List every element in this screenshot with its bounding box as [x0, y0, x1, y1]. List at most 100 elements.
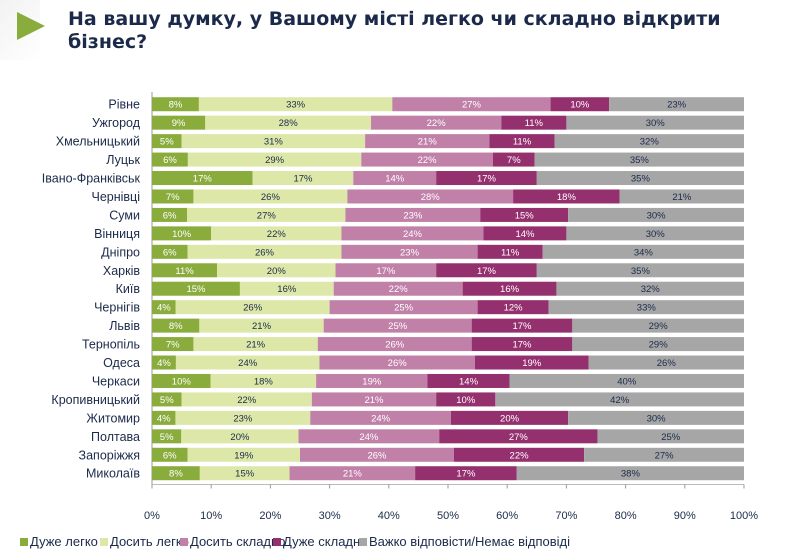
data-label: 6% — [163, 450, 177, 461]
category-label: Миколаїв — [86, 467, 140, 481]
bar-segment — [509, 373, 744, 388]
data-label: 11% — [501, 247, 520, 258]
bar-segment — [365, 134, 490, 149]
bar-segment — [310, 410, 451, 425]
bar-segment — [436, 263, 537, 278]
bar-segment — [542, 244, 744, 259]
bar-segment — [609, 97, 744, 112]
category-label: Суми — [109, 208, 140, 222]
data-label: 17% — [512, 321, 532, 332]
triangle-bullet-icon — [17, 12, 45, 40]
bar-segment — [152, 373, 211, 388]
category-label: Одеса — [103, 356, 140, 370]
data-label: 26% — [657, 358, 677, 369]
data-label: 30% — [647, 413, 667, 424]
data-label: 10% — [456, 395, 476, 406]
data-label: 17% — [376, 266, 396, 277]
data-label: 7% — [166, 192, 180, 203]
bar-segment — [319, 355, 475, 370]
data-label: 33% — [637, 303, 657, 314]
data-label: 24% — [359, 432, 379, 443]
data-label: 21% — [343, 469, 363, 480]
bar-segment — [193, 189, 348, 204]
bar-segment — [187, 207, 346, 222]
bar-segment — [198, 97, 393, 112]
x-tick-label: 60% — [496, 510, 518, 522]
bar-segment — [516, 466, 744, 481]
x-tick-label: 20% — [259, 510, 281, 522]
category-label: Київ — [116, 282, 141, 296]
bar-segment — [152, 134, 182, 149]
data-label: 21% — [418, 137, 438, 148]
category-label: Кропивницький — [51, 393, 140, 407]
bar-segment — [489, 134, 555, 149]
bar-segment — [568, 207, 744, 222]
bar-segment — [239, 281, 334, 296]
bar-segment — [152, 97, 199, 112]
data-label: 19% — [522, 358, 542, 369]
bar-segment — [152, 281, 240, 296]
category-label: Луцьк — [106, 153, 140, 167]
data-label: 21% — [252, 321, 272, 332]
category-label: Івано-Франківськ — [42, 172, 141, 186]
data-label: 17% — [512, 340, 532, 351]
bar-segment — [175, 300, 330, 315]
legend-label: Досить складно — [190, 534, 286, 549]
legend-swatch — [180, 537, 188, 546]
bar-segment — [211, 226, 342, 241]
data-label: 33% — [286, 100, 306, 111]
data-label: 20% — [267, 266, 287, 277]
bar-segment — [152, 466, 200, 481]
bar-segment — [341, 244, 478, 259]
bar-segment — [550, 97, 610, 112]
bar-segment — [152, 207, 188, 222]
data-label: 6% — [163, 155, 177, 166]
bar-segment — [483, 226, 567, 241]
legend-swatch — [359, 537, 367, 546]
data-label: 30% — [646, 229, 666, 240]
data-label: 16% — [500, 284, 520, 295]
data-label: 14% — [515, 229, 535, 240]
bar-segment — [210, 373, 317, 388]
data-label: 26% — [243, 303, 263, 314]
legend-swatch — [273, 537, 281, 546]
bar-segment — [152, 337, 194, 352]
bar-segment — [415, 466, 517, 481]
bar-segment — [450, 410, 569, 425]
category-label: Тернопіль — [82, 338, 140, 352]
x-tick-label: 30% — [319, 510, 341, 522]
data-label: 19% — [234, 450, 254, 461]
data-label: 8% — [169, 321, 183, 332]
category-label: Рівне — [108, 98, 140, 112]
legend-label: Досить легко — [110, 534, 189, 549]
data-label: 27% — [257, 210, 277, 221]
bar-segment — [217, 263, 336, 278]
bar-segment — [568, 410, 744, 425]
bar-segment — [323, 318, 472, 333]
data-label: 4% — [157, 413, 171, 424]
bar-segment — [300, 447, 454, 462]
bar-segment — [152, 226, 212, 241]
data-label: 23% — [400, 247, 420, 258]
bar-segment — [392, 97, 551, 112]
data-label: 5% — [160, 395, 174, 406]
legend-item: Важко відповісти/Немає відповіді — [359, 534, 570, 549]
bar-segment — [619, 189, 744, 204]
bar-segment — [536, 263, 744, 278]
data-label: 24% — [371, 413, 391, 424]
bar-segment — [566, 226, 744, 241]
x-tick-label: 10% — [200, 510, 222, 522]
data-label: 32% — [640, 137, 660, 148]
bar-segment — [353, 171, 437, 186]
bar-segment — [152, 355, 176, 370]
data-label: 6% — [163, 247, 177, 258]
bar-segment — [152, 318, 200, 333]
bar-segment — [495, 392, 744, 407]
bar-segment — [175, 355, 320, 370]
bar-segment — [317, 337, 472, 352]
bar-segment — [187, 447, 300, 462]
data-label: 26% — [255, 247, 275, 258]
category-label: Чернігів — [94, 301, 140, 315]
bar-segment — [252, 171, 354, 186]
bar-segment — [181, 392, 312, 407]
